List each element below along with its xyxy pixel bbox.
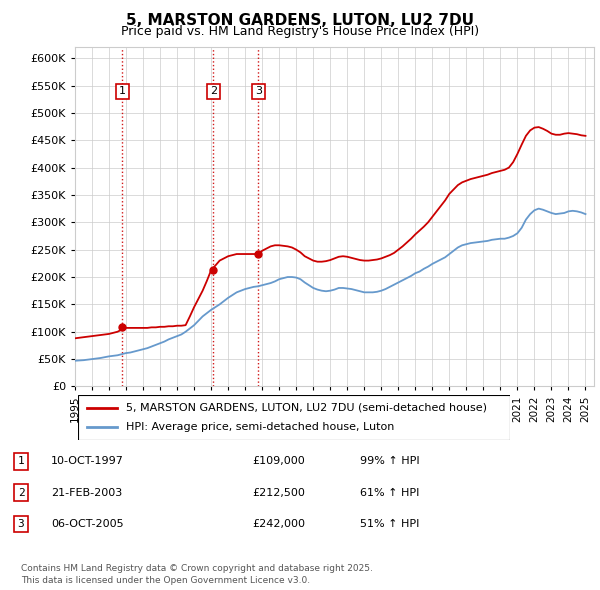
Text: 61% ↑ HPI: 61% ↑ HPI [360, 488, 419, 497]
Text: 1: 1 [17, 457, 25, 466]
Text: 51% ↑ HPI: 51% ↑ HPI [360, 519, 419, 529]
Text: £109,000: £109,000 [252, 457, 305, 466]
Text: 2: 2 [17, 488, 25, 497]
Text: £212,500: £212,500 [252, 488, 305, 497]
Text: 5, MARSTON GARDENS, LUTON, LU2 7DU: 5, MARSTON GARDENS, LUTON, LU2 7DU [126, 13, 474, 28]
FancyBboxPatch shape [78, 395, 510, 440]
Text: 99% ↑ HPI: 99% ↑ HPI [360, 457, 419, 466]
Text: 5, MARSTON GARDENS, LUTON, LU2 7DU (semi-detached house): 5, MARSTON GARDENS, LUTON, LU2 7DU (semi… [125, 403, 487, 412]
Text: 1: 1 [119, 86, 126, 96]
Text: 06-OCT-2005: 06-OCT-2005 [51, 519, 124, 529]
Text: 3: 3 [17, 519, 25, 529]
Text: £242,000: £242,000 [252, 519, 305, 529]
Text: 10-OCT-1997: 10-OCT-1997 [51, 457, 124, 466]
Text: Contains HM Land Registry data © Crown copyright and database right 2025.
This d: Contains HM Land Registry data © Crown c… [21, 565, 373, 585]
Text: Price paid vs. HM Land Registry's House Price Index (HPI): Price paid vs. HM Land Registry's House … [121, 25, 479, 38]
Text: HPI: Average price, semi-detached house, Luton: HPI: Average price, semi-detached house,… [125, 422, 394, 432]
Text: 2: 2 [210, 86, 217, 96]
Text: 3: 3 [255, 86, 262, 96]
Text: 21-FEB-2003: 21-FEB-2003 [51, 488, 122, 497]
